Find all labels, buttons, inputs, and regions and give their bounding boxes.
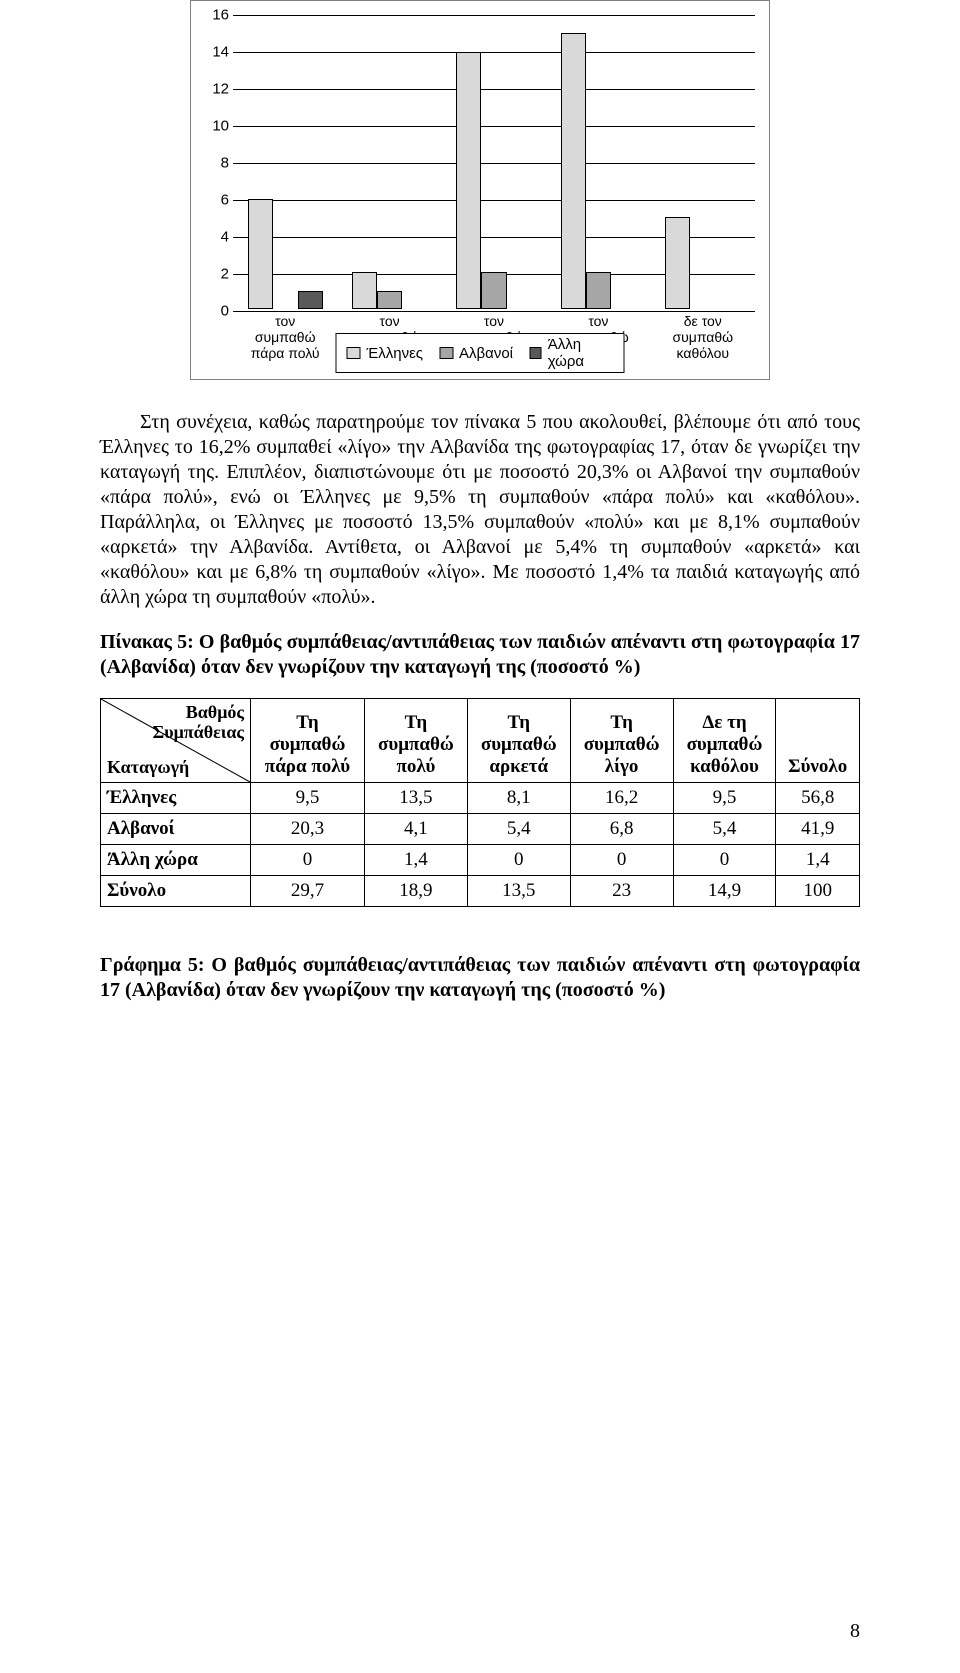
table-cell: 5,4: [467, 814, 570, 845]
diag-top-l2: Συμπάθειας: [152, 722, 244, 742]
bar-group: τονσυμπαθώπάρα πολύ: [233, 15, 337, 309]
col-header: Δε τη συμπαθώ καθόλου: [673, 699, 776, 783]
legend-swatch: [529, 347, 542, 359]
bar: [586, 272, 611, 309]
table-cell: 20,3: [251, 814, 365, 845]
table-cell: 16,2: [570, 783, 673, 814]
x-category-label: δε τονσυμπαθώκαθόλου: [640, 309, 765, 361]
bar: [481, 272, 506, 309]
body-paragraph: Στη συνέχεια, καθώς παρατηρούμε τον πίνα…: [100, 410, 860, 610]
col-header: Τη συμπαθώ πολύ: [364, 699, 467, 783]
row-label: Αλβανοί: [101, 814, 251, 845]
bar: [377, 291, 402, 309]
table-cell: 56,8: [776, 783, 860, 814]
table-cell: 0: [673, 845, 776, 876]
table-5-heading: Πίνακας 5: Ο βαθμός συμπάθειας/αντιπάθει…: [100, 630, 860, 680]
table-cell: 8,1: [467, 783, 570, 814]
legend-label: Αλβανοί: [459, 345, 513, 362]
y-tick-label: 8: [191, 155, 229, 172]
col-header: Σύνολο: [776, 699, 860, 783]
chart-legend: Έλληνες Αλβανοί Άλλη χώρα: [336, 333, 625, 373]
y-tick-label: 14: [191, 44, 229, 61]
y-tick-label: 4: [191, 229, 229, 246]
bar: [561, 33, 586, 309]
bar-group: τονσυμπαθώλίγο: [546, 15, 650, 309]
table-cell: 29,7: [251, 876, 365, 907]
table-diag-header: Βαθμός Συμπάθειας Καταγωγή: [101, 699, 251, 783]
bar: [298, 291, 323, 309]
table-cell: 6,8: [570, 814, 673, 845]
legend-item: Άλλη χώρα: [529, 336, 613, 370]
legend-swatch: [439, 347, 453, 359]
bar-group: τονσυμπαθώπολύ: [337, 15, 441, 309]
table-cell: 13,5: [364, 783, 467, 814]
table-cell: 1,4: [364, 845, 467, 876]
table-cell: 14,9: [673, 876, 776, 907]
table-cell: 0: [251, 845, 365, 876]
row-label: Έλληνες: [101, 783, 251, 814]
table-cell: 13,5: [467, 876, 570, 907]
table-row: Αλβανοί20,34,15,46,85,441,9: [101, 814, 860, 845]
legend-swatch: [347, 347, 361, 359]
table-cell: 23: [570, 876, 673, 907]
table-row: Σύνολο29,718,913,52314,9100: [101, 876, 860, 907]
y-tick-label: 2: [191, 266, 229, 283]
graph-5-heading: Γράφημα 5: Ο βαθμός συμπάθειας/αντιπάθει…: [100, 953, 860, 1003]
diag-top-l1: Βαθμός: [186, 702, 244, 722]
table-cell: 41,9: [776, 814, 860, 845]
y-tick-label: 6: [191, 192, 229, 209]
legend-label: Έλληνες: [367, 345, 424, 362]
legend-item: Έλληνες: [347, 345, 424, 362]
table-cell: 9,5: [251, 783, 365, 814]
table-cell: 1,4: [776, 845, 860, 876]
legend-label: Άλλη χώρα: [548, 336, 614, 370]
table-row: Άλλη χώρα01,40001,4: [101, 845, 860, 876]
table-cell: 9,5: [673, 783, 776, 814]
table-row: Έλληνες9,513,58,116,29,556,8: [101, 783, 860, 814]
y-tick-label: 10: [191, 118, 229, 135]
bar: [352, 272, 377, 309]
bar: [248, 199, 273, 309]
bar: [456, 52, 481, 309]
table-cell: 5,4: [673, 814, 776, 845]
bar-group: δε τονσυμπαθώκαθόλου: [651, 15, 755, 309]
table-cell: 0: [467, 845, 570, 876]
table-cell: 0: [570, 845, 673, 876]
col-header: Τη συμπαθώ πάρα πολύ: [251, 699, 365, 783]
page-number: 8: [850, 1620, 860, 1643]
bar-chart: 0246810121416 τονσυμπαθώπάρα πολύτονσυμπ…: [190, 0, 770, 380]
table-5: Βαθμός Συμπάθειας Καταγωγή Τη συμπαθώ πά…: [100, 698, 860, 907]
col-header: Τη συμπαθώ αρκετά: [467, 699, 570, 783]
table-cell: 100: [776, 876, 860, 907]
col-header: Τη συμπαθώ λίγο: [570, 699, 673, 783]
y-tick-label: 16: [191, 7, 229, 24]
row-label: Άλλη χώρα: [101, 845, 251, 876]
row-label: Σύνολο: [101, 876, 251, 907]
table-cell: 4,1: [364, 814, 467, 845]
diag-bot: Καταγωγή: [107, 757, 189, 777]
bar: [665, 217, 690, 309]
bar-group: τονσυμπαθώαρκετά: [442, 15, 546, 309]
legend-item: Αλβανοί: [439, 345, 513, 362]
y-tick-label: 12: [191, 81, 229, 98]
table-cell: 18,9: [364, 876, 467, 907]
